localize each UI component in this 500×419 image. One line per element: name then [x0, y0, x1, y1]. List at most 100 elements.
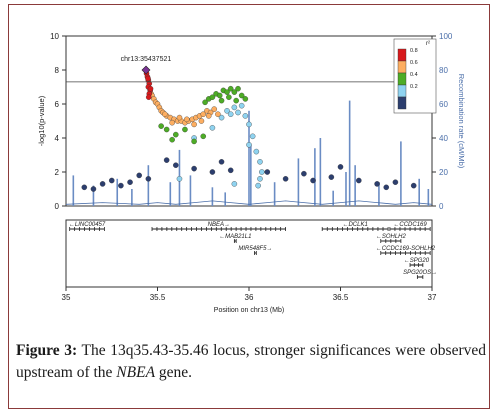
snp-point: [81, 184, 88, 191]
legend-swatch: [397, 84, 407, 98]
legend-entry-label: 0.6: [410, 60, 418, 66]
snp-point: [231, 104, 238, 111]
snp-point: [227, 85, 234, 92]
snp-point: [227, 111, 234, 117]
snp-point: [200, 133, 207, 140]
snp-point: [235, 109, 241, 116]
snp-point: [218, 97, 225, 104]
snp-point: [246, 142, 252, 148]
snp-point: [328, 174, 335, 180]
snp-point: [209, 125, 216, 131]
gene-label: ←SPG20: [404, 258, 430, 264]
snp-point: [173, 162, 179, 168]
y-axis-label: -log10(p-value): [37, 95, 46, 146]
snp-point: [310, 177, 316, 184]
snp-point: [108, 177, 115, 184]
snp-point: [205, 113, 212, 119]
snp-point: [162, 111, 168, 117]
snp-point: [158, 123, 164, 129]
snp-point: [257, 159, 263, 165]
caption-gene: NBEA: [116, 364, 156, 381]
y2-tick-label: 20: [439, 168, 448, 177]
snp-point: [238, 92, 245, 99]
snp-point: [253, 148, 260, 155]
snp-point: [169, 136, 175, 143]
y-tick-label: 4: [55, 134, 60, 143]
snp-point: [182, 126, 188, 133]
x-tick-label: 35: [62, 293, 71, 302]
y-tick-label: 8: [55, 66, 60, 75]
gene-label: NBEA→: [208, 222, 230, 228]
figure-frame: [8, 4, 490, 409]
snp-point: [410, 182, 417, 189]
snp-point: [216, 92, 223, 99]
snp-point: [163, 126, 170, 133]
snp-point: [145, 94, 152, 100]
y2-tick-label: 60: [439, 100, 448, 109]
gene-label: SPG20OS→: [403, 270, 437, 276]
caption-text: The 13q35.43-35.46 locus, stronger signi…: [16, 342, 486, 381]
snp-point: [231, 89, 238, 95]
snp-point: [224, 89, 230, 95]
snp-point: [191, 138, 197, 145]
snp-point: [227, 167, 234, 174]
snp-point: [242, 96, 249, 102]
legend-title: r²: [426, 41, 430, 47]
snp-point: [176, 114, 183, 121]
gene-label: ←CCDC169-SOHLH2: [376, 246, 436, 252]
gene-label: ←SOHLH2: [376, 234, 407, 240]
y2-tick-label: 40: [439, 134, 448, 143]
snp-point: [374, 181, 380, 187]
snp-point: [392, 179, 399, 185]
legend-swatch: [397, 60, 407, 74]
x-tick-label: 37: [428, 293, 437, 302]
snp-point: [233, 97, 239, 104]
caption-label: Figure 3:: [16, 342, 78, 359]
legend-entry-label: 0.4: [410, 72, 418, 78]
y-tick-label: 10: [50, 32, 59, 41]
snp-point: [90, 186, 97, 192]
legend-swatch: [397, 48, 407, 62]
caption-text-end: gene.: [155, 364, 193, 381]
snp-point: [198, 118, 205, 124]
snp-point: [163, 157, 170, 163]
snp-point: [99, 181, 106, 187]
snp-point: [356, 177, 362, 184]
snp-point: [145, 75, 151, 82]
snp-point: [264, 169, 271, 175]
legend-entry-label: 0.2: [410, 84, 418, 90]
snp-point: [224, 108, 230, 114]
x-tick-label: 36: [245, 293, 254, 302]
gene-panel-border: [65, 219, 433, 288]
snp-point: [202, 99, 208, 106]
x-tick-label: 35.5: [150, 293, 166, 302]
snp-point: [215, 111, 221, 117]
snp-point: [218, 114, 225, 121]
gene-label: MIR548F5→: [238, 246, 272, 252]
gene-label: ←DCLK1: [342, 222, 367, 228]
snp-point: [118, 182, 124, 189]
snp-point: [136, 172, 142, 179]
snp-point: [301, 170, 307, 177]
snp-point: [282, 176, 289, 182]
y-tick-label: 0: [55, 202, 60, 211]
snp-point: [147, 85, 154, 92]
snp-point: [145, 176, 152, 182]
snp-point: [337, 164, 344, 170]
legend-swatch: [397, 72, 407, 86]
snp-point: [176, 176, 183, 182]
y-tick-label: 6: [55, 100, 60, 109]
snp-point: [231, 181, 238, 187]
snp-point: [383, 184, 390, 191]
y-tick-label: 2: [55, 168, 60, 177]
snp-point: [235, 85, 241, 92]
lead-snp-marker: [141, 65, 151, 75]
gene-label: ←CCDC169: [393, 222, 427, 228]
snp-point: [209, 94, 216, 100]
snp-point: [238, 102, 245, 109]
snp-point: [218, 159, 225, 165]
x-axis-label: Position on chr13 (Mb): [214, 307, 284, 314]
snp-point: [226, 94, 232, 100]
y2-tick-label: 80: [439, 66, 448, 75]
snp-point: [257, 176, 263, 182]
